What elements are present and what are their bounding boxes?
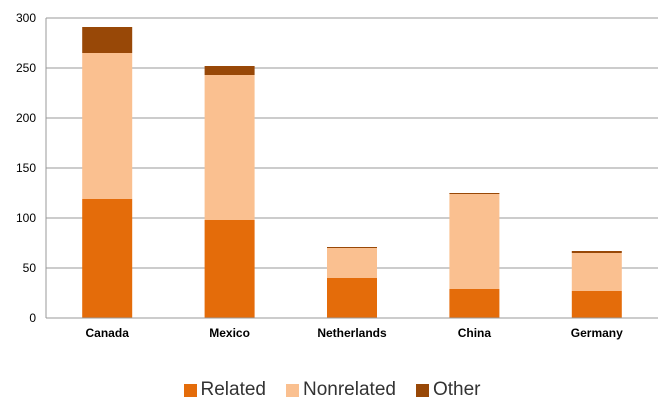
bar-related-mexico xyxy=(204,220,255,318)
legend-item-other: Other xyxy=(415,379,481,401)
y-tick-label: 0 xyxy=(29,311,36,325)
y-tick-label: 50 xyxy=(23,261,37,275)
bars xyxy=(82,27,622,318)
legend-item-related: Related xyxy=(183,379,267,401)
bar-other-mexico xyxy=(204,66,255,75)
y-tick-label: 300 xyxy=(16,11,36,25)
bar-related-netherlands xyxy=(327,278,377,318)
legend-item-nonrelated: Nonrelated xyxy=(286,379,396,401)
x-tick-label: Canada xyxy=(86,326,130,340)
legend-label: Nonrelated xyxy=(303,379,396,400)
x-tick-label: China xyxy=(458,326,492,340)
bar-other-canada xyxy=(82,27,133,53)
x-tick-label: Mexico xyxy=(209,326,250,340)
bar-nonrelated-mexico xyxy=(204,75,255,220)
x-axis: Canada Mexico Netherlands China Germany xyxy=(46,317,658,340)
bar-other-china xyxy=(449,193,500,194)
legend-swatch xyxy=(286,383,299,397)
bar-nonrelated-china xyxy=(449,194,500,289)
y-tick-label: 200 xyxy=(16,111,36,125)
legend: Related Nonrelated Other xyxy=(0,379,664,401)
legend-swatch xyxy=(415,383,429,397)
bar-nonrelated-canada xyxy=(82,53,133,199)
bar-related-germany xyxy=(571,291,622,318)
legend-label: Related xyxy=(200,379,267,400)
bar-related-canada xyxy=(82,199,133,318)
bar-related-china xyxy=(449,289,500,318)
bar-nonrelated-germany xyxy=(571,253,622,291)
gridlines xyxy=(46,17,658,319)
x-tick-label: Netherlands xyxy=(317,326,387,340)
y-axis: 0 50 100 150 200 250 300 xyxy=(16,11,47,325)
y-tick-label: 150 xyxy=(16,161,36,175)
bar-other-germany xyxy=(571,251,622,253)
bar-nonrelated-netherlands xyxy=(327,248,377,278)
bar-other-netherlands xyxy=(327,247,377,248)
y-tick-label: 250 xyxy=(16,61,36,75)
y-tick-label: 100 xyxy=(16,211,36,225)
legend-label: Other xyxy=(432,379,481,400)
x-tick-label: Germany xyxy=(571,326,623,340)
legend-swatch xyxy=(183,383,197,397)
